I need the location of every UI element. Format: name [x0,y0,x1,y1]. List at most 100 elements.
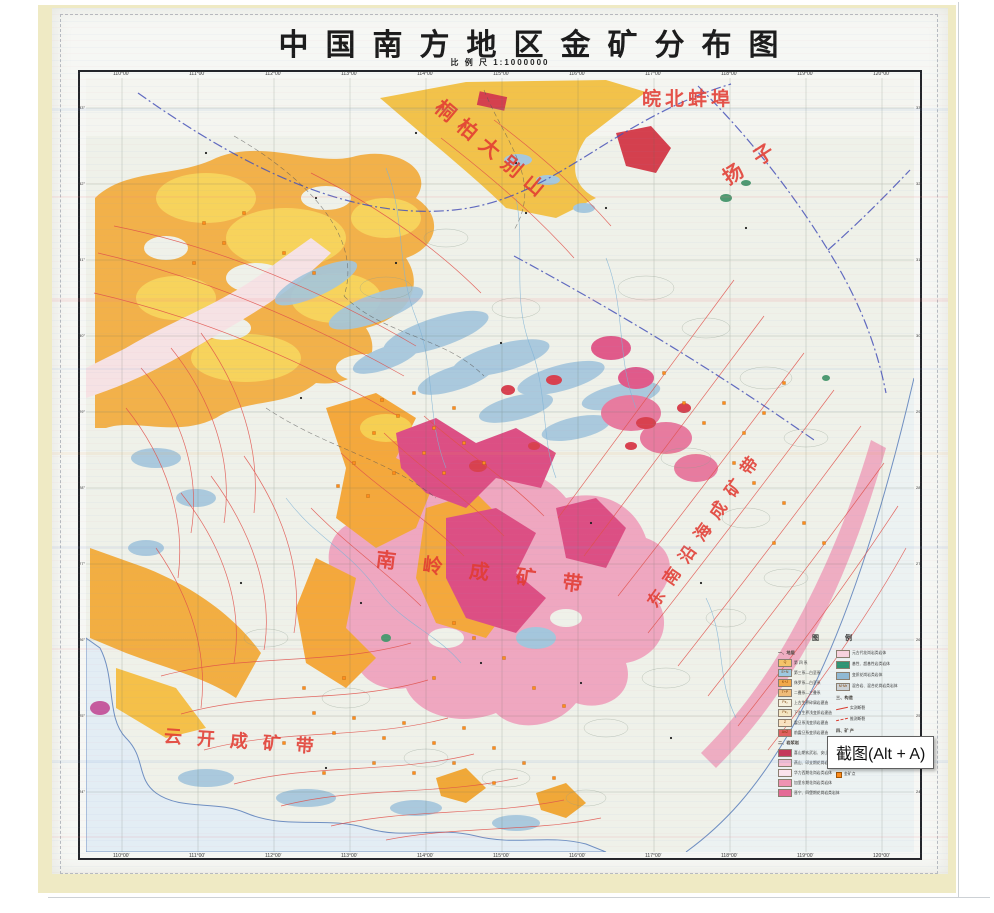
legend-label: 燕山、印支期花岗岩类岩体 [794,760,840,765]
tick-label: 28° [916,485,923,490]
tick-label: 27° [916,561,923,566]
legend-swatch [778,749,792,757]
legend-label: 晋宁、四堡期花岗岩类岩体 [794,790,840,795]
legend-label: 混合岩、混合花岗岩类岩体 [852,684,898,688]
legend-label: 实测断裂 [850,706,866,710]
legend-label: 侏罗系—白垩系 [794,680,821,685]
gold-deposit-dots [192,211,826,785]
legend-label: 震旦系浅变质岩建造 [794,720,829,725]
admin-boundaries [233,89,525,499]
tick-label: 118°00′ [721,853,738,859]
sea-south [86,637,607,852]
legend-section-header: 四、矿 产 [836,727,854,733]
legend-label: 华力西期花岗岩类岩体 [794,770,832,775]
gold-deposit-symbol [836,771,842,778]
tick-label: 114°00′ [417,70,434,77]
legend-swatch [778,759,792,767]
legend-swatch: K+J [778,679,792,687]
legend-label: 变质花岗岩类岩体 [852,673,883,677]
legend-item: 金矿点 [836,769,888,780]
tick-label: 118°00′ [721,70,738,77]
legend-item: 加里东期花岗岩类岩体 [778,778,832,788]
tick-label: 112°00′ [265,70,282,77]
tick-label: 32° [79,181,86,186]
legend-swatch [836,671,850,680]
fault-symbol [836,717,848,722]
legend-label: 第 四 系 [794,660,808,665]
tick-label: 120°00′ [873,70,890,77]
legend-item: K+J 侏罗系—白垩系 [778,678,830,688]
tick-label: 27° [79,561,86,566]
rivers [285,167,737,719]
fault-symbol [836,706,848,711]
legend-item: 元古代花岗岩类岩体 [836,648,888,659]
tick-label: 116°00′ [569,70,586,77]
tick-label: 117°00′ [645,853,662,859]
tick-label: 31° [79,257,86,262]
tick-label: 113°00′ [341,70,358,77]
legend-label: 元古代花岗岩类岩体 [852,651,887,655]
tick-label: 111°00′ [189,853,206,859]
legend-label: 推测断裂 [850,717,866,721]
map-title: 中国南方地区金矿分布图 [278,29,796,62]
legend-item: 推测断裂 [836,714,888,725]
tick-label: 29° [916,409,923,414]
tick-label: 28° [79,485,86,490]
legend-label: 基性、超基性岩类岩体 [852,662,890,666]
tick-label: 112°00′ [265,853,282,859]
legend-title-left: 图 [812,635,819,642]
tick-label: 25° [79,713,86,718]
legend-item: AnZ 前震旦系变质岩建造 [778,728,830,738]
legend-label: 前震旦系变质岩建造 [794,730,829,735]
tick-label: 113°00′ [341,853,358,859]
sea-east [686,378,914,852]
tick-label: 33° [79,105,86,110]
map-legend: 图 例 一、地层 Q 第 四 系 E+N 第三系—白垩系 K+J 侏罗系—白垩系 T+P 二叠系… [778,633,898,798]
tick-label: 30° [79,333,86,338]
tick-label: 116°00′ [569,853,586,859]
tick-label: 119°00′ [797,70,814,77]
legend-item: 喜山期玄武岩、安山岩 [778,748,832,758]
tick-label: 24° [916,789,923,794]
fault-lines [93,119,907,841]
map-label-wanbei-bengbu: 皖北蚌埠 [642,89,735,110]
legend-label: 二叠系—三叠系 [794,690,821,695]
page-bottom-border [48,897,990,898]
legend-title: 图 例 [778,633,886,643]
legend-label: 第三系—白垩系 [794,670,821,675]
legend-section-header: 三、构造 [836,694,853,700]
tick-label: 33° [916,105,923,110]
legend-item: 基性、超基性岩类岩体 [836,659,890,670]
tick-label: 32° [916,181,923,186]
legend-item: Pz₂ 上古生界碎屑岩建造 [778,698,830,708]
scale-label: 比 例 尺 [450,58,489,67]
paper-perforated-edge [60,14,938,874]
tick-label: 26° [916,637,923,642]
tick-label: 30° [916,333,923,338]
legend-swatch: E+N [778,669,792,677]
legend-swatch: Pz₂ [778,699,792,707]
tick-label: 25° [916,713,923,718]
legend-item: M·Mr 混合岩、混合花岗岩类岩体 [836,681,898,692]
legend-label: 金矿点 [844,772,856,776]
legend-swatch [778,769,792,777]
tick-label: 110°00′ [113,70,130,77]
legend-swatch: AnZ [778,729,792,737]
tick-label: 31° [916,257,923,262]
legend-section-header: 二、岩浆岩 [778,740,799,745]
tick-label: 111°00′ [189,70,206,77]
legend-title-right: 例 [845,635,852,642]
legend-swatch: T+P [778,689,792,697]
tick-label: 115°00′ [493,853,510,859]
tick-label: 120°00′ [873,853,890,859]
legend-item: Pz₁ 下古生界浅变质岩建造 [778,708,832,718]
page-right-border [958,2,959,897]
legend-label: 加里东期花岗岩类岩体 [794,780,832,785]
legend-label: 喜山期玄武岩、安山岩 [794,750,832,755]
legend-item: Z 震旦系浅变质岩建造 [778,718,830,728]
legend-swatch [836,660,850,669]
legend-swatch [778,779,792,787]
legend-swatch [778,789,792,797]
